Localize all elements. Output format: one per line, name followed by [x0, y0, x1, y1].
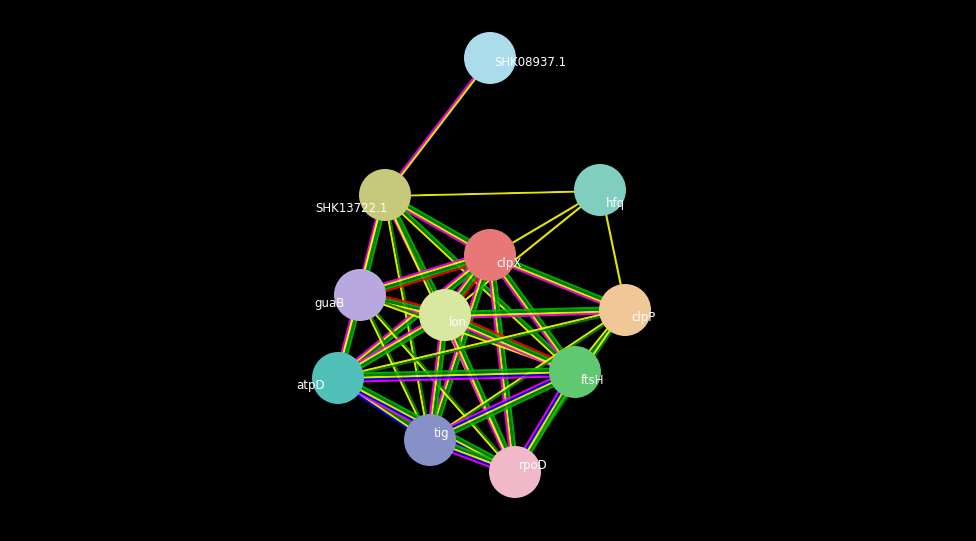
Text: SHK13722.1: SHK13722.1	[315, 202, 387, 215]
Text: SHK08937.1: SHK08937.1	[494, 56, 566, 69]
Text: rpoD: rpoD	[519, 459, 548, 472]
Circle shape	[334, 269, 386, 321]
Circle shape	[404, 414, 456, 466]
Text: ftsH: ftsH	[581, 373, 604, 386]
Text: hfq: hfq	[606, 197, 625, 210]
Circle shape	[599, 284, 651, 336]
Text: lon: lon	[449, 316, 467, 329]
Text: clpX: clpX	[496, 256, 521, 269]
Circle shape	[359, 169, 411, 221]
Circle shape	[464, 32, 516, 84]
Text: guaB: guaB	[314, 296, 345, 309]
Circle shape	[464, 229, 516, 281]
Circle shape	[549, 346, 601, 398]
Circle shape	[419, 289, 471, 341]
Circle shape	[312, 352, 364, 404]
Text: clpP: clpP	[631, 312, 655, 325]
Text: atpD: atpD	[296, 379, 325, 393]
Circle shape	[489, 446, 541, 498]
Circle shape	[574, 164, 626, 216]
Text: tig: tig	[434, 427, 450, 440]
